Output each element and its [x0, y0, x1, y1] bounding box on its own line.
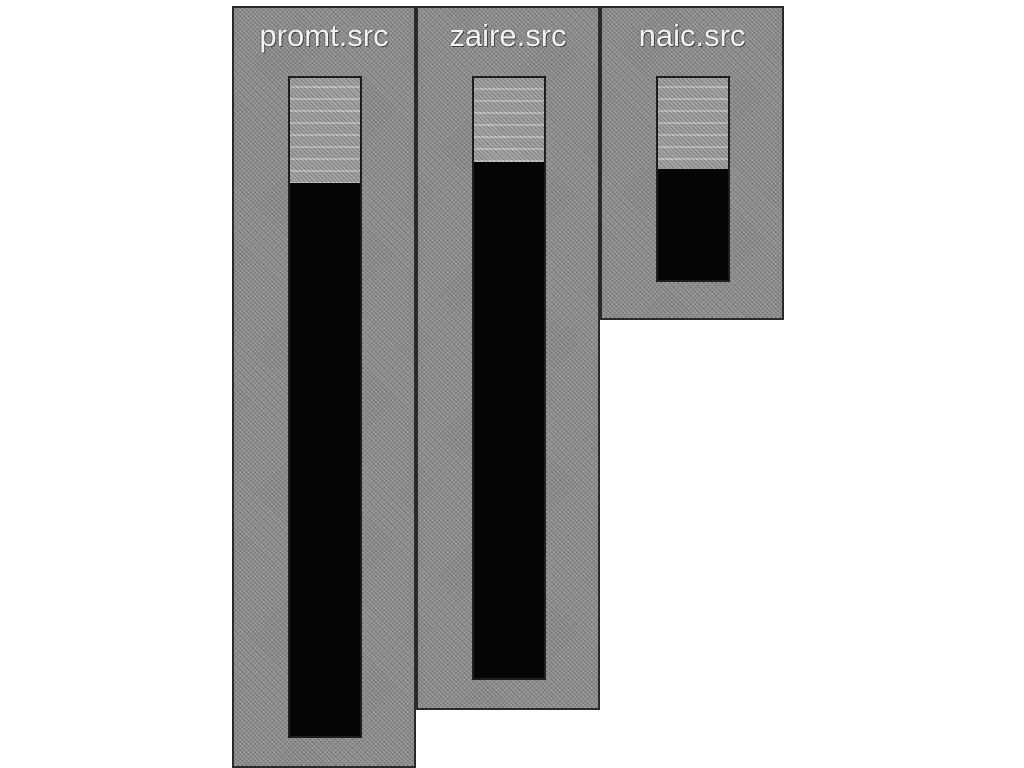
source-panel-promt[interactable]: promt.src — [232, 6, 416, 768]
source-label-naic: naic.src — [638, 18, 746, 53]
source-panel-zaire[interactable]: zaire.src — [416, 6, 600, 710]
source-panel-naic[interactable]: naic.src — [600, 6, 784, 320]
source-label-zaire: zaire.src — [449, 18, 567, 53]
level-meter-naic[interactable] — [656, 76, 730, 282]
level-meter-zaire[interactable] — [472, 76, 546, 680]
level-fill-zaire — [474, 162, 544, 678]
level-fill-naic — [658, 168, 728, 280]
level-fill-promt — [290, 183, 360, 736]
source-label-promt: promt.src — [259, 18, 389, 53]
level-meter-promt[interactable] — [288, 76, 362, 738]
